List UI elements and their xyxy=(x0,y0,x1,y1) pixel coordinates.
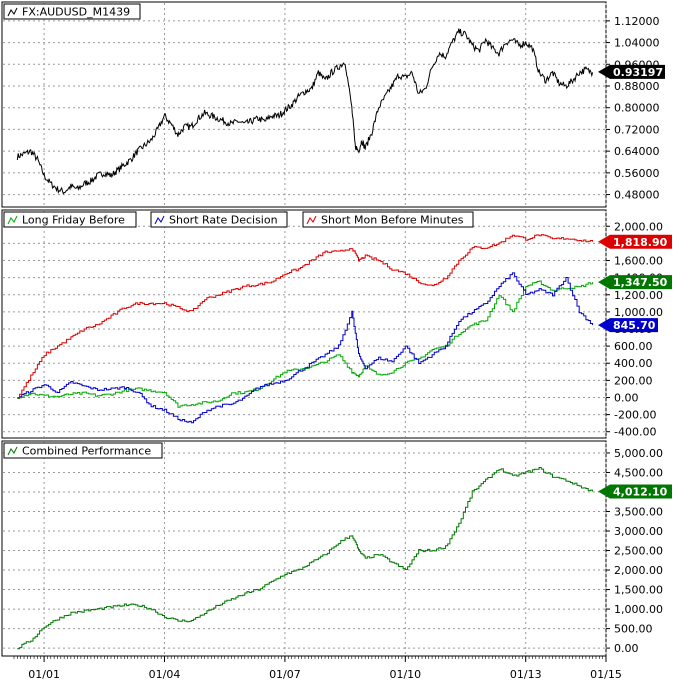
combined-legend-box xyxy=(3,442,163,459)
y-tick-label: 3,500.00 xyxy=(614,505,663,518)
legend-long-friday-label: Long Friday Before xyxy=(22,214,125,227)
last-value-badge: 1,347.50 xyxy=(598,275,672,290)
y-tick-label: 1,000.00 xyxy=(614,306,663,319)
price-last-value-badges: 0.93197 xyxy=(598,64,665,79)
combined-legend[interactable]: Combined Performance xyxy=(3,442,163,459)
y-tick-label: 0.56000 xyxy=(614,167,660,180)
combined-last-value-badges: 4,012.10 xyxy=(598,484,672,499)
x-tick-label: 01/01 xyxy=(28,668,60,681)
line-chart-icon xyxy=(154,215,165,225)
y-tick-label: 1.04000 xyxy=(614,37,660,50)
series-line-2 xyxy=(17,272,594,424)
combined-gridlines xyxy=(3,442,607,655)
y-tick-label: 600.00 xyxy=(614,340,653,353)
price-series xyxy=(16,28,594,195)
legend-short-rate-label: Short Rate Decision xyxy=(169,214,278,227)
badge-shape xyxy=(598,318,658,333)
badge-label: 845.70 xyxy=(613,319,656,332)
legend-short-mon-box xyxy=(302,211,474,228)
strategies-plot-area xyxy=(1,209,607,439)
y-tick-label: 4,500.00 xyxy=(614,466,663,479)
legend-short-rate[interactable]: Short Rate Decision xyxy=(150,211,288,228)
price-panel: 0.48000 0.56000 0.64000 0.72000 0.80000 0.880… xyxy=(1,1,665,208)
badge-shape xyxy=(598,484,672,499)
badge-label: 1,818.90 xyxy=(613,236,668,249)
price-y-axis: 0.48000 0.56000 0.64000 0.72000 0.80000 0.880… xyxy=(606,15,660,202)
price-legend-label: FX:AUDUSD_M1439 xyxy=(22,6,130,19)
y-tick-label: 0.00 xyxy=(614,391,639,404)
strategies-gridlines xyxy=(3,211,607,437)
x-tick-label: 01/04 xyxy=(149,668,181,681)
series-line-1 xyxy=(17,280,594,408)
combined-panel: 0.00 500.00 1,000.00 1,500.00 2,000.00 2,500.… xyxy=(1,440,672,657)
y-tick-label: 2,000.00 xyxy=(614,220,663,233)
y-tick-label: 3,000.00 xyxy=(614,525,663,538)
legend-short-mon-label: Short Mon Before Minutes xyxy=(321,214,464,227)
x-tick-label: 01/07 xyxy=(269,668,301,681)
line-chart-icon xyxy=(7,215,18,225)
y-tick-label: 5,000.00 xyxy=(614,447,663,460)
y-tick-label: 0.80000 xyxy=(614,102,660,115)
legend-short-mon[interactable]: Short Mon Before Minutes xyxy=(302,211,474,228)
series-line-1 xyxy=(17,467,594,650)
y-tick-label: 0.72000 xyxy=(614,123,660,136)
badge-shape xyxy=(598,64,665,79)
badge-shape xyxy=(598,275,672,290)
y-tick-label: 2,000.00 xyxy=(614,564,663,577)
price-legend-box xyxy=(3,3,141,20)
y-tick-label: 200.00 xyxy=(614,374,653,387)
price-gridlines xyxy=(3,3,607,206)
last-value-badge: 4,012.10 xyxy=(598,484,672,499)
badge-label: 1,347.50 xyxy=(613,276,668,289)
y-tick-label: 0.64000 xyxy=(614,145,660,158)
y-tick-label: -400.00 xyxy=(614,426,656,439)
badge-label: 4,012.10 xyxy=(613,486,668,499)
y-tick-label: 0.48000 xyxy=(614,189,660,202)
price-plot-area xyxy=(1,1,607,208)
combined-legend-label: Combined Performance xyxy=(22,445,151,458)
series-line-1 xyxy=(16,28,594,195)
x-tick-label: 01/13 xyxy=(510,668,542,681)
line-chart-icon xyxy=(7,7,18,17)
y-tick-label: 1,000.00 xyxy=(614,603,663,616)
y-tick-label: 0.00 xyxy=(614,642,639,655)
legend-long-friday-box xyxy=(3,211,137,228)
y-tick-label: -200.00 xyxy=(614,409,656,422)
line-chart-icon xyxy=(306,215,317,225)
y-tick-label: 2,500.00 xyxy=(614,545,663,558)
strategies-panel: -400.00-200.000.00200.00400.00600.00800.… xyxy=(1,209,672,439)
line-chart-icon xyxy=(7,446,18,456)
x-tick-label: 01/15 xyxy=(590,668,622,681)
y-tick-label: 1,200.00 xyxy=(614,289,663,302)
strategies-series xyxy=(17,234,594,424)
series-line-3 xyxy=(17,234,594,399)
y-tick-label: 400.00 xyxy=(614,357,653,370)
y-tick-label: 1,500.00 xyxy=(614,584,663,597)
x-axis: 01/01 01/04 01/07 01/10 01/13 01/15 xyxy=(2,655,622,681)
y-tick-label: 1,600.00 xyxy=(614,255,663,268)
y-tick-label: 500.00 xyxy=(614,623,653,636)
y-tick-label: 1.12000 xyxy=(614,15,660,28)
price-legend[interactable]: FX:AUDUSD_M1439 xyxy=(3,3,141,20)
last-value-badge: 0.93197 xyxy=(598,64,665,79)
legend-short-rate-box xyxy=(150,211,288,228)
combined-series xyxy=(17,467,594,650)
badge-label: 0.93197 xyxy=(613,66,663,79)
strategies-last-value-badges: 1,818.90 1,347.50 845.70 xyxy=(598,234,672,333)
last-value-badge: 845.70 xyxy=(598,318,658,333)
combined-plot-area xyxy=(1,440,607,657)
badge-shape xyxy=(598,234,672,249)
y-tick-label: 0.88000 xyxy=(614,80,660,93)
legend-long-friday[interactable]: Long Friday Before xyxy=(3,211,137,228)
x-tick-label: 01/10 xyxy=(389,668,421,681)
last-value-badge: 1,818.90 xyxy=(598,234,672,249)
